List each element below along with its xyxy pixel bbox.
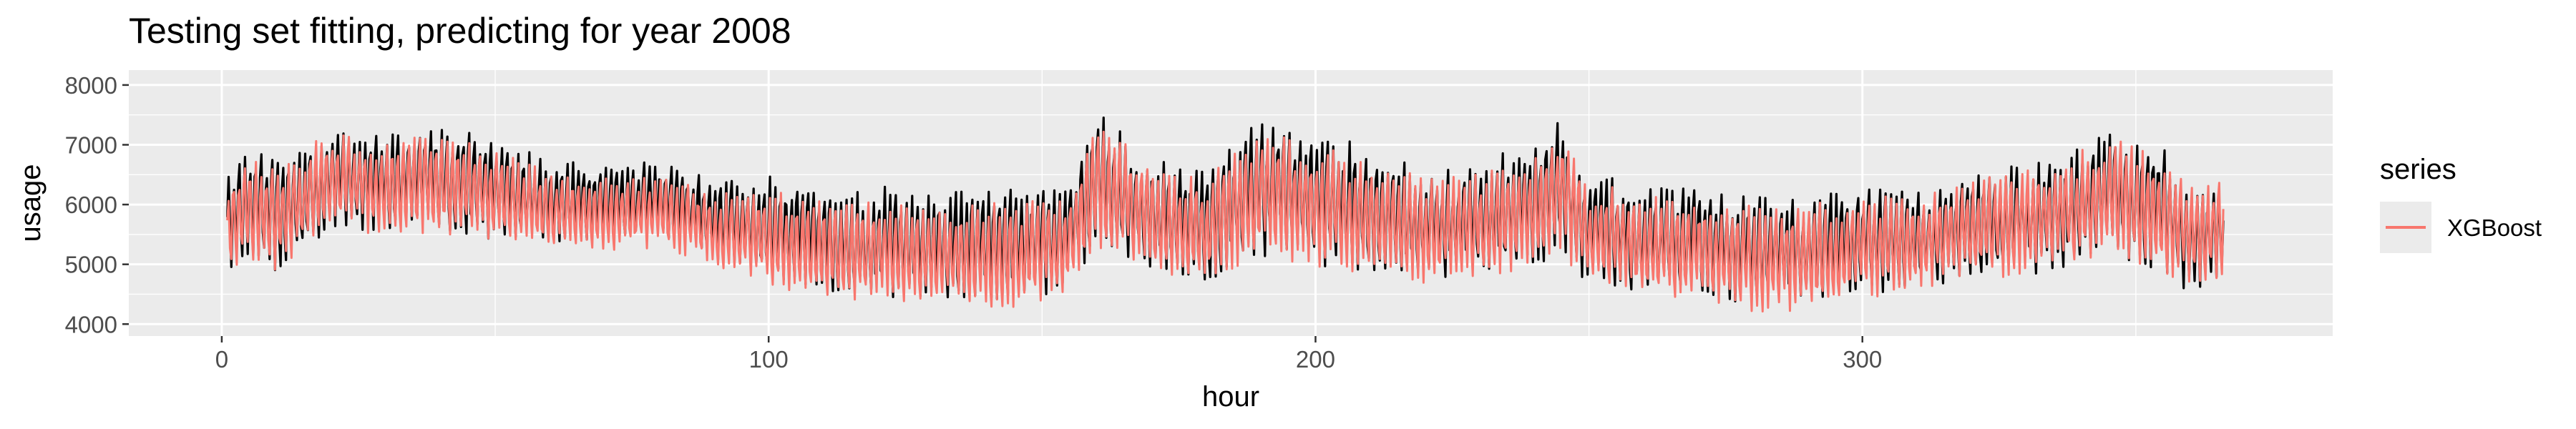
- x-axis: 0 100 200 300: [215, 336, 1882, 373]
- x-tick-label: 100: [749, 346, 789, 373]
- y-tick-label: 4000: [65, 311, 117, 337]
- x-tick-label: 200: [1296, 346, 1335, 373]
- x-tick-label: 0: [215, 346, 228, 373]
- series-lines: [226, 117, 2225, 312]
- y-tick-label: 6000: [65, 192, 117, 218]
- x-tick-label: 300: [1843, 346, 1882, 373]
- chart-title: Testing set fitting, predicting for year…: [129, 11, 791, 51]
- y-tick-label: 7000: [65, 132, 117, 158]
- y-axis-title: usage: [15, 164, 47, 242]
- legend-title: series: [2380, 154, 2457, 185]
- legend: series XGBoost: [2380, 154, 2542, 253]
- xgboost-series-line: [226, 130, 2225, 312]
- y-tick-label: 8000: [65, 72, 117, 99]
- y-axis: 4000 5000 6000 7000 8000: [65, 72, 129, 337]
- x-axis-title: hour: [1202, 381, 1259, 413]
- y-tick-label: 5000: [65, 252, 117, 278]
- legend-label: XGBoost: [2447, 214, 2542, 241]
